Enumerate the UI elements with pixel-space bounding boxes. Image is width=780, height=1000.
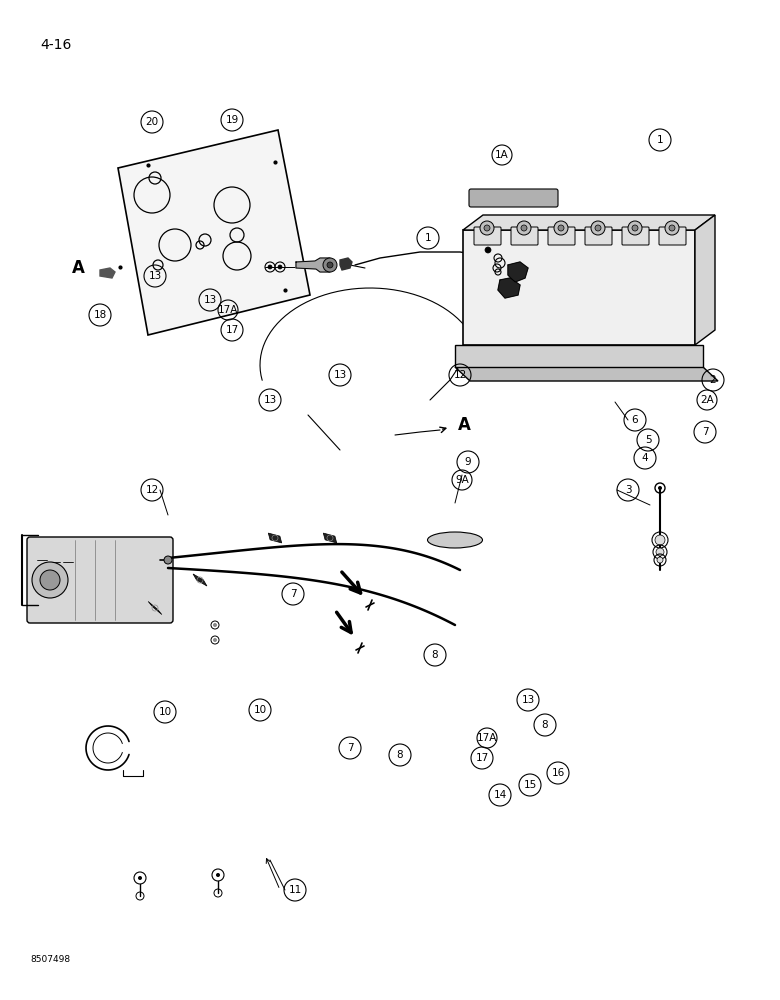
Polygon shape bbox=[118, 130, 310, 335]
Text: A: A bbox=[72, 259, 84, 277]
Polygon shape bbox=[498, 278, 520, 298]
Polygon shape bbox=[508, 262, 528, 282]
Text: 17A: 17A bbox=[477, 733, 497, 743]
FancyBboxPatch shape bbox=[585, 227, 612, 245]
Polygon shape bbox=[100, 268, 115, 278]
Text: 17: 17 bbox=[475, 753, 488, 763]
Polygon shape bbox=[296, 258, 330, 272]
FancyBboxPatch shape bbox=[622, 227, 649, 245]
Circle shape bbox=[632, 225, 638, 231]
Text: 10: 10 bbox=[158, 707, 172, 717]
Text: 9A: 9A bbox=[455, 475, 469, 485]
Text: 7: 7 bbox=[346, 743, 353, 753]
Circle shape bbox=[213, 638, 217, 642]
Polygon shape bbox=[323, 533, 337, 543]
Circle shape bbox=[521, 225, 527, 231]
Circle shape bbox=[323, 258, 337, 272]
Text: 18: 18 bbox=[94, 310, 107, 320]
Circle shape bbox=[484, 225, 490, 231]
Circle shape bbox=[268, 265, 272, 269]
Circle shape bbox=[138, 876, 142, 880]
Text: 1: 1 bbox=[424, 233, 431, 243]
FancyBboxPatch shape bbox=[511, 227, 538, 245]
Text: 17A: 17A bbox=[218, 305, 238, 315]
Bar bbox=[455, 345, 703, 367]
Text: 19: 19 bbox=[225, 115, 239, 125]
Circle shape bbox=[554, 221, 568, 235]
Circle shape bbox=[591, 221, 605, 235]
Bar bbox=[463, 230, 695, 345]
Text: 20: 20 bbox=[145, 117, 158, 127]
Circle shape bbox=[213, 623, 217, 627]
Text: 6: 6 bbox=[632, 415, 638, 425]
Polygon shape bbox=[455, 367, 718, 381]
Circle shape bbox=[32, 562, 68, 598]
Polygon shape bbox=[148, 601, 161, 615]
Text: 1A: 1A bbox=[495, 150, 509, 160]
Text: 12: 12 bbox=[145, 485, 158, 495]
Circle shape bbox=[517, 221, 531, 235]
Text: 1: 1 bbox=[657, 135, 663, 145]
Circle shape bbox=[558, 225, 564, 231]
Polygon shape bbox=[695, 215, 715, 345]
Circle shape bbox=[656, 548, 664, 556]
Polygon shape bbox=[193, 574, 207, 586]
Text: 2A: 2A bbox=[700, 395, 714, 405]
Text: 13: 13 bbox=[148, 271, 161, 281]
Text: 5: 5 bbox=[645, 435, 651, 445]
Text: 12: 12 bbox=[453, 370, 466, 380]
Text: 4-16: 4-16 bbox=[40, 38, 72, 52]
Text: 4: 4 bbox=[642, 453, 648, 463]
Text: 7: 7 bbox=[702, 427, 708, 437]
Circle shape bbox=[595, 225, 601, 231]
Text: 15: 15 bbox=[523, 780, 537, 790]
Text: 13: 13 bbox=[264, 395, 277, 405]
Circle shape bbox=[216, 873, 220, 877]
Circle shape bbox=[480, 221, 494, 235]
Text: A: A bbox=[458, 416, 471, 434]
Circle shape bbox=[665, 221, 679, 235]
Circle shape bbox=[658, 486, 662, 490]
FancyBboxPatch shape bbox=[469, 189, 558, 207]
Polygon shape bbox=[463, 215, 715, 230]
Text: 13: 13 bbox=[333, 370, 346, 380]
Text: 11: 11 bbox=[289, 885, 302, 895]
Text: 16: 16 bbox=[551, 768, 565, 778]
Text: 17: 17 bbox=[225, 325, 239, 335]
Circle shape bbox=[669, 225, 675, 231]
Text: 8: 8 bbox=[431, 650, 438, 660]
Circle shape bbox=[164, 556, 172, 564]
Polygon shape bbox=[268, 533, 282, 543]
Text: 13: 13 bbox=[521, 695, 534, 705]
Circle shape bbox=[278, 265, 282, 269]
Ellipse shape bbox=[427, 532, 483, 548]
Circle shape bbox=[628, 221, 642, 235]
Text: 3: 3 bbox=[625, 485, 631, 495]
Circle shape bbox=[327, 262, 333, 268]
Circle shape bbox=[657, 557, 663, 563]
Text: 9: 9 bbox=[465, 457, 471, 467]
Text: 8: 8 bbox=[541, 720, 548, 730]
FancyBboxPatch shape bbox=[548, 227, 575, 245]
FancyBboxPatch shape bbox=[474, 227, 501, 245]
FancyBboxPatch shape bbox=[659, 227, 686, 245]
Text: 8507498: 8507498 bbox=[30, 956, 70, 964]
Text: 14: 14 bbox=[494, 790, 507, 800]
FancyBboxPatch shape bbox=[27, 537, 173, 623]
Circle shape bbox=[40, 570, 60, 590]
Text: 13: 13 bbox=[204, 295, 217, 305]
Text: 8: 8 bbox=[397, 750, 403, 760]
Text: 2: 2 bbox=[710, 375, 716, 385]
Text: 10: 10 bbox=[254, 705, 267, 715]
Circle shape bbox=[485, 247, 491, 253]
Text: 7: 7 bbox=[289, 589, 296, 599]
Polygon shape bbox=[340, 258, 352, 270]
Circle shape bbox=[655, 535, 665, 545]
